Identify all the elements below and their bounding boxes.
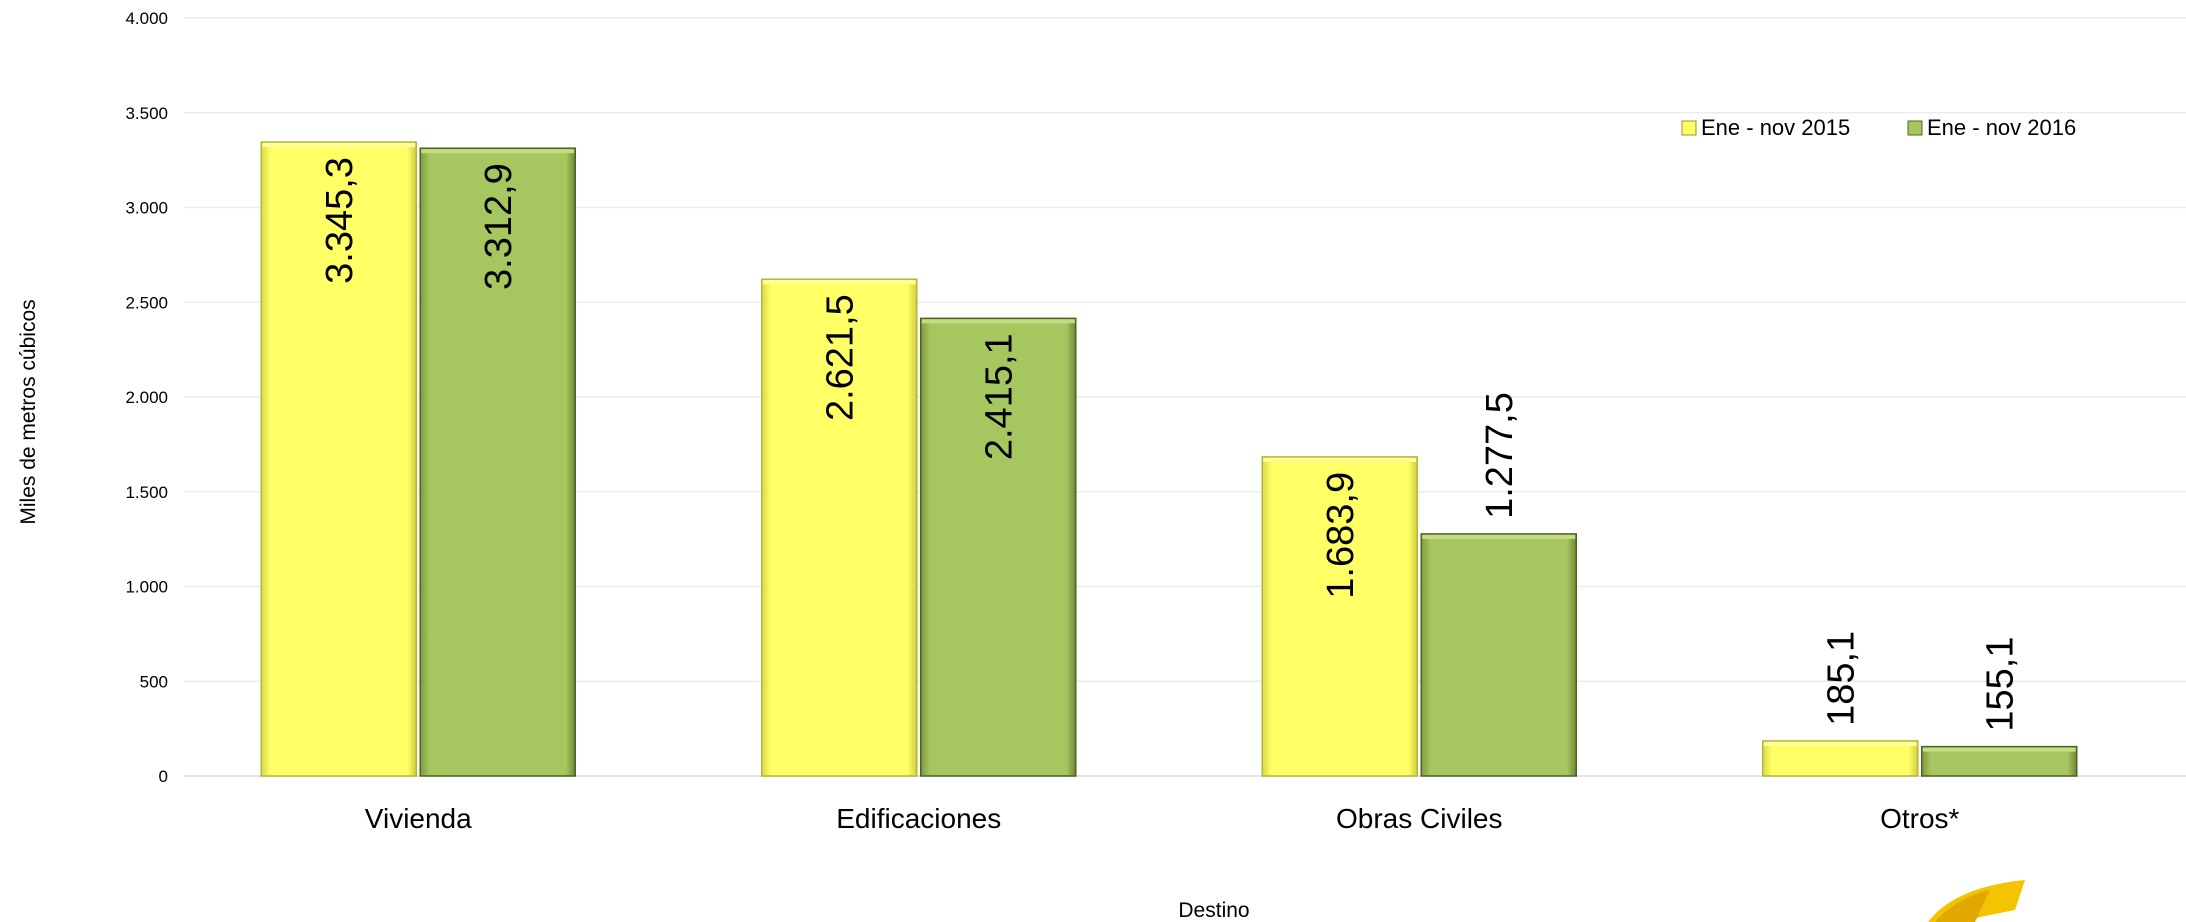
y-axis-ticks: 0 500 1.000 1.500 2.000 2.500 3.000 3.500 4.000	[125, 9, 168, 786]
data-labels: 3.345,3 3.312,9 2.621,5 2.415,1 1.683,9 1.277…	[319, 157, 2022, 732]
y-tick-label: 0	[159, 767, 168, 786]
logo-swoosh-icon	[1928, 880, 2025, 922]
bar-top-highlight	[1763, 741, 1917, 746]
bar-2015-3	[1762, 740, 1919, 777]
bar-top-highlight	[1922, 747, 2076, 752]
bar-top-highlight	[1263, 457, 1417, 462]
category-label: Obras Civiles	[1336, 803, 1502, 834]
bar-top-highlight	[921, 319, 1075, 324]
data-label: 1.277,5	[1479, 392, 1521, 519]
data-label: 3.312,9	[478, 163, 520, 290]
data-label: 185,1	[1820, 631, 1862, 726]
bar-top-highlight	[1422, 534, 1576, 539]
bar-top-highlight	[262, 143, 416, 148]
y-tick-label: 2.500	[125, 293, 168, 312]
bar-2016-1	[920, 317, 1077, 777]
bar-2015-2	[1261, 456, 1418, 777]
y-tick-label: 500	[140, 672, 168, 691]
category-label: Otros*	[1880, 803, 1959, 834]
bar-2016-0	[419, 147, 576, 777]
data-label: 2.621,5	[819, 294, 861, 421]
y-tick-label: 1.000	[125, 578, 168, 597]
y-tick-label: 1.500	[125, 483, 168, 502]
bars	[260, 141, 2078, 777]
category-label: Edificaciones	[836, 803, 1001, 834]
data-label: 1.683,9	[1320, 472, 1362, 599]
y-tick-label: 2.000	[125, 388, 168, 407]
data-label: 2.415,1	[978, 333, 1020, 460]
category-label: Vivienda	[365, 803, 472, 834]
bar-top-highlight	[421, 149, 575, 154]
legend: Ene - nov 2015 Ene - nov 2016	[1681, 115, 2076, 140]
legend-label-2016: Ene - nov 2016	[1927, 115, 2076, 140]
x-axis-title: Destino	[1178, 899, 1249, 922]
bar-top-highlight	[762, 280, 916, 285]
data-label: 3.345,3	[319, 157, 361, 284]
data-label: 155,1	[1979, 637, 2021, 732]
bar-2015-0	[260, 141, 417, 777]
y-tick-label: 4.000	[125, 9, 168, 28]
y-tick-label: 3.500	[125, 104, 168, 123]
legend-swatch-2016	[1907, 120, 1923, 136]
y-axis-title: Miles de metros cúbicos	[17, 299, 40, 524]
bar-2016-2	[1420, 533, 1577, 777]
legend-swatch-2015	[1681, 120, 1697, 136]
legend-label-2015: Ene - nov 2015	[1701, 115, 1850, 140]
category-labels: Vivienda Edificaciones Obras Civiles Otros*	[365, 803, 1960, 834]
bar-2015-1	[761, 278, 918, 777]
y-tick-label: 3.000	[125, 199, 168, 218]
